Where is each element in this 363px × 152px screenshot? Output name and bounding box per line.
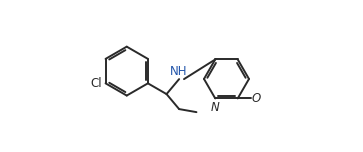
- Text: O: O: [252, 92, 261, 105]
- Text: Cl: Cl: [90, 77, 102, 90]
- Text: NH: NH: [170, 65, 188, 78]
- Text: N: N: [211, 101, 220, 114]
